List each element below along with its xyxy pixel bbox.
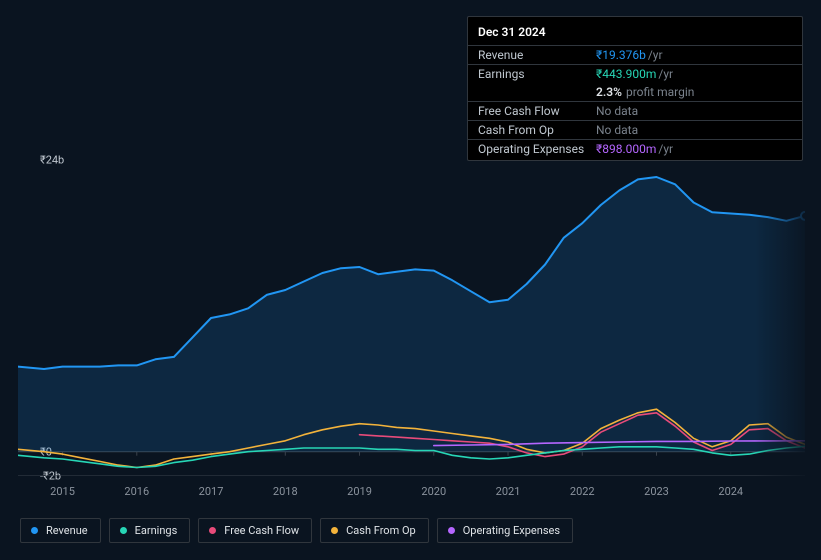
legend-dot-icon (31, 527, 38, 534)
legend-dot-icon (209, 527, 216, 534)
legend: Revenue Earnings Free Cash Flow Cash From O… (20, 518, 573, 543)
tooltip-date: Dec 31 2024 (468, 23, 802, 45)
tooltip-row: Free Cash FlowNo data (468, 101, 802, 120)
legend-item-operating-expenses[interactable]: Operating Expenses (437, 518, 573, 543)
legend-dot-icon (120, 527, 127, 534)
tooltip-row: Cash From OpNo data (468, 120, 802, 139)
legend-item-free-cash-flow[interactable]: Free Cash Flow (198, 518, 312, 543)
legend-item-earnings[interactable]: Earnings (109, 518, 191, 543)
tooltip-row: 2.3%profit margin (468, 83, 802, 101)
x-tick-label: 2019 (347, 485, 372, 498)
x-tick-label: 2023 (644, 485, 669, 498)
tooltip-label: Cash From Op (478, 123, 596, 137)
x-tick-label: 2018 (273, 485, 298, 498)
x-tick-label: 2024 (718, 485, 743, 498)
legend-item-cash-from-op[interactable]: Cash From Op (320, 518, 429, 543)
legend-label: Free Cash Flow (224, 524, 299, 537)
tooltip-label: Free Cash Flow (478, 104, 596, 118)
x-tick-label: 2016 (124, 485, 149, 498)
legend-dot-icon (448, 527, 455, 534)
series-end-marker (801, 212, 805, 220)
x-tick-label: 2021 (496, 485, 521, 498)
legend-label: Revenue (46, 524, 88, 537)
x-tick-label: 2017 (199, 485, 224, 498)
tooltip-value: ₹19.376b/yr (596, 48, 663, 62)
legend-label: Cash From Op (346, 524, 416, 537)
x-tick-label: 2015 (50, 485, 75, 498)
hover-tooltip: Dec 31 2024 Revenue₹19.376b/yrEarnings₹4… (467, 16, 803, 161)
chart-stage: Dec 31 2024 Revenue₹19.376b/yrEarnings₹4… (0, 0, 821, 560)
tooltip-value: 2.3%profit margin (596, 85, 694, 99)
legend-label: Operating Expenses (463, 524, 560, 537)
tooltip-value: No data (596, 104, 638, 118)
tooltip-label: Operating Expenses (478, 142, 596, 156)
x-tick-label: 2020 (421, 485, 446, 498)
legend-dot-icon (331, 527, 338, 534)
tooltip-value: No data (596, 123, 638, 137)
tooltip-label: Earnings (478, 67, 596, 81)
x-tick-label: 2022 (570, 485, 595, 498)
tooltip-value: ₹898.000m/yr (596, 142, 673, 156)
tooltip-row: Earnings₹443.900m/yr (468, 64, 802, 83)
chart-plot[interactable] (18, 160, 805, 476)
tooltip-value: ₹443.900m/yr (596, 67, 673, 81)
legend-item-revenue[interactable]: Revenue (20, 518, 101, 543)
x-axis-labels: 2015 2016 2017 2018 2019 2020 2021 2022 2023 2024 (18, 480, 805, 500)
legend-label: Earnings (135, 524, 178, 537)
tooltip-label: Revenue (478, 48, 596, 62)
tooltip-row: Revenue₹19.376b/yr (468, 45, 802, 64)
tooltip-row: Operating Expenses₹898.000m/yr (468, 139, 802, 158)
